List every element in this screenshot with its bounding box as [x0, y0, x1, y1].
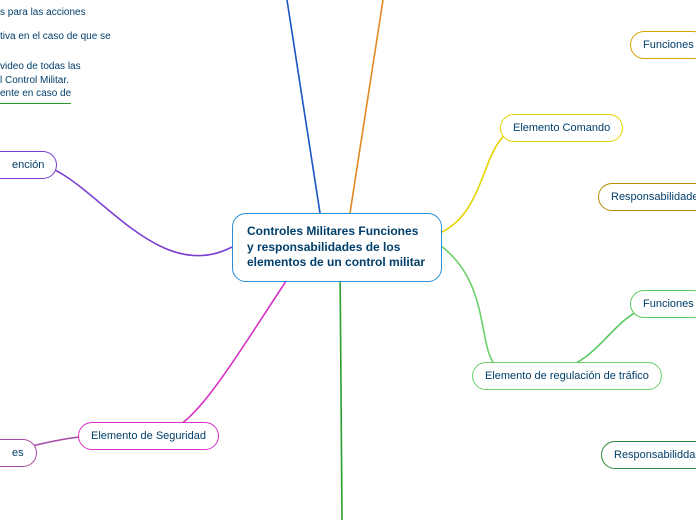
node-label: Responsabilidades: [611, 191, 696, 203]
node-label: es: [12, 447, 24, 459]
node-encion[interactable]: ención: [0, 151, 57, 179]
center-node[interactable]: Controles Militares Funciones y responsa…: [232, 213, 442, 282]
snippet-2: tiva en el caso de que se: [0, 30, 111, 44]
node-label: Responsabiliddaes: [614, 449, 696, 461]
node-responsabiliddaes[interactable]: Responsabiliddaes: [601, 441, 696, 469]
node-label: ención: [12, 159, 44, 171]
node-elemento-regulacion[interactable]: Elemento de regulación de tráfico: [472, 362, 662, 390]
node-elemento-seguridad[interactable]: Elemento de Seguridad: [78, 422, 219, 450]
node-label: Elemento de regulación de tráfico: [485, 370, 649, 382]
node-funciones-mid[interactable]: Funciones: [630, 290, 696, 318]
snippet-3: video de todas las l Control Militar. en…: [0, 60, 81, 104]
center-label: Controles Militares Funciones y responsa…: [247, 224, 425, 269]
node-es-tag[interactable]: es: [0, 439, 37, 467]
snippet-1: s para las acciones: [0, 6, 86, 20]
node-responsabilidades[interactable]: Responsabilidades: [598, 183, 696, 211]
node-funciones-top[interactable]: Funciones: [630, 31, 696, 59]
node-label: Elemento de Seguridad: [91, 430, 206, 442]
node-label: Funciones: [643, 39, 694, 51]
node-elemento-comando[interactable]: Elemento Comando: [500, 114, 623, 142]
node-label: Elemento Comando: [513, 122, 610, 134]
node-label: Funciones: [643, 298, 694, 310]
